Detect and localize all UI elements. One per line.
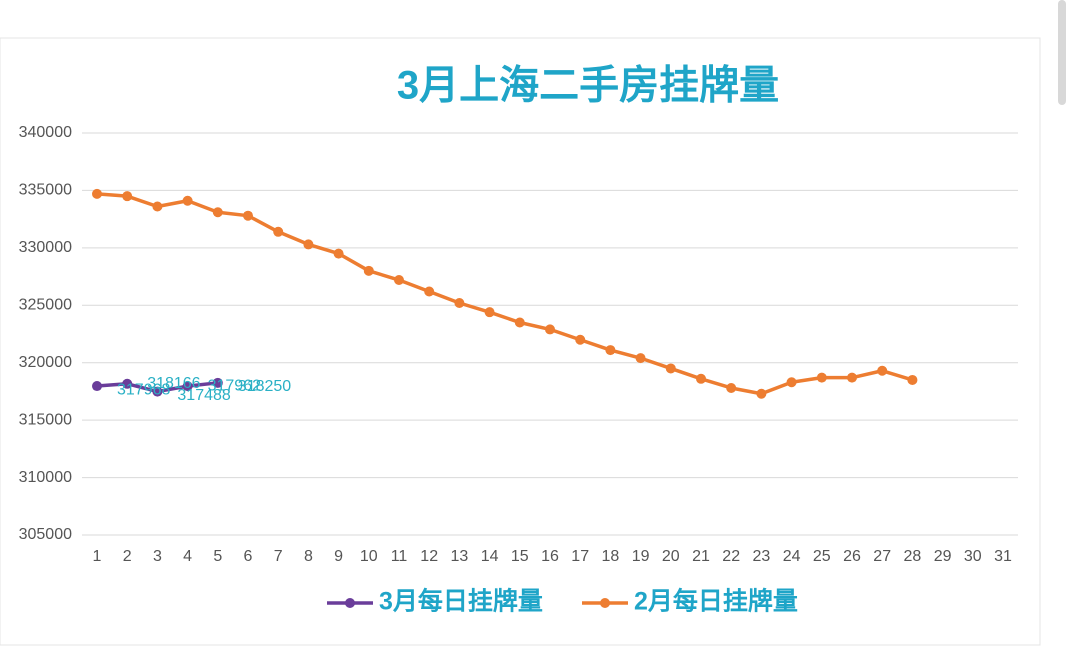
point [122,191,133,202]
legend-label: 2月每日挂牌量 [634,587,798,616]
x-tick-label: 26 [843,548,861,565]
point [363,265,374,276]
x-tick-label: 27 [873,548,891,565]
data-label: 318250 [238,378,291,395]
x-tick-label: 25 [813,548,831,565]
point [92,381,102,392]
x-tick-label: 22 [722,548,740,565]
y-tick-label: 335000 [19,182,72,199]
point [545,324,555,335]
x-tick-label: 10 [360,548,378,565]
x-tick-label: 3 [153,548,162,565]
point [665,363,676,374]
point [182,195,193,206]
x-tick-label: 16 [541,548,559,565]
x-tick-label: 23 [753,548,771,565]
point [212,207,223,218]
y-tick-label: 315000 [19,411,72,428]
point [303,239,314,250]
x-tick-label: 14 [481,548,499,565]
point [484,307,495,318]
y-tick-label: 325000 [19,297,72,314]
point [575,334,586,345]
point [514,317,525,328]
y-tick-label: 310000 [19,469,72,486]
point [92,188,102,199]
y-tick-label: 330000 [19,239,72,256]
point [212,377,223,388]
x-tick-label: 5 [213,548,222,565]
point [847,372,857,383]
x-tick-label: 9 [334,548,343,565]
y-tick-label: 320000 [19,354,72,371]
y-tick-label: 305000 [19,526,72,543]
chart-title: 3月上海二手房挂牌量 [397,64,779,108]
x-tick-label: 7 [274,548,283,565]
point [243,210,253,221]
x-tick-label: 29 [934,548,952,565]
point [122,378,133,389]
x-tick-label: 15 [511,548,529,565]
point [394,275,404,286]
point [696,373,706,384]
data-label: 317488 [177,387,230,404]
legend-marker [600,598,610,608]
x-tick-label: 13 [451,548,469,565]
x-tick-label: 24 [783,548,801,565]
point [907,374,918,385]
data-label: 318166 [147,375,200,392]
point [635,353,646,364]
point [152,386,163,397]
data-label: 317962 [208,377,261,394]
point [816,372,827,383]
data-label: 317968 [117,381,170,398]
x-tick-label: 19 [632,548,650,565]
point [333,248,344,259]
x-tick-label: 28 [904,548,922,565]
point [786,377,797,388]
x-tick-label: 17 [571,548,589,565]
x-tick-label: 4 [183,548,192,565]
point [605,345,616,356]
x-tick-label: 2 [123,548,132,565]
point [152,201,163,212]
point [182,381,193,392]
x-tick-label: 21 [692,548,710,565]
point [756,388,767,399]
x-tick-label: 6 [244,548,253,565]
x-tick-label: 11 [391,548,408,565]
x-tick-label: 20 [662,548,680,565]
x-tick-label: 30 [964,548,982,565]
point [424,286,435,297]
point [726,382,737,393]
x-tick-label: 8 [304,548,313,565]
point [454,297,465,308]
y-tick-label: 340000 [19,124,72,141]
point [273,226,284,237]
x-tick-label: 31 [994,548,1012,565]
x-tick-label: 18 [602,548,620,565]
x-tick-label: 1 [93,548,102,565]
series-line [96,192,913,396]
legend-label: 3月每日挂牌量 [379,587,543,616]
legend-marker [345,598,355,608]
x-tick-label: 12 [420,548,438,565]
scrollbar [1058,0,1066,105]
chart-card [0,37,1041,646]
point [877,365,888,376]
